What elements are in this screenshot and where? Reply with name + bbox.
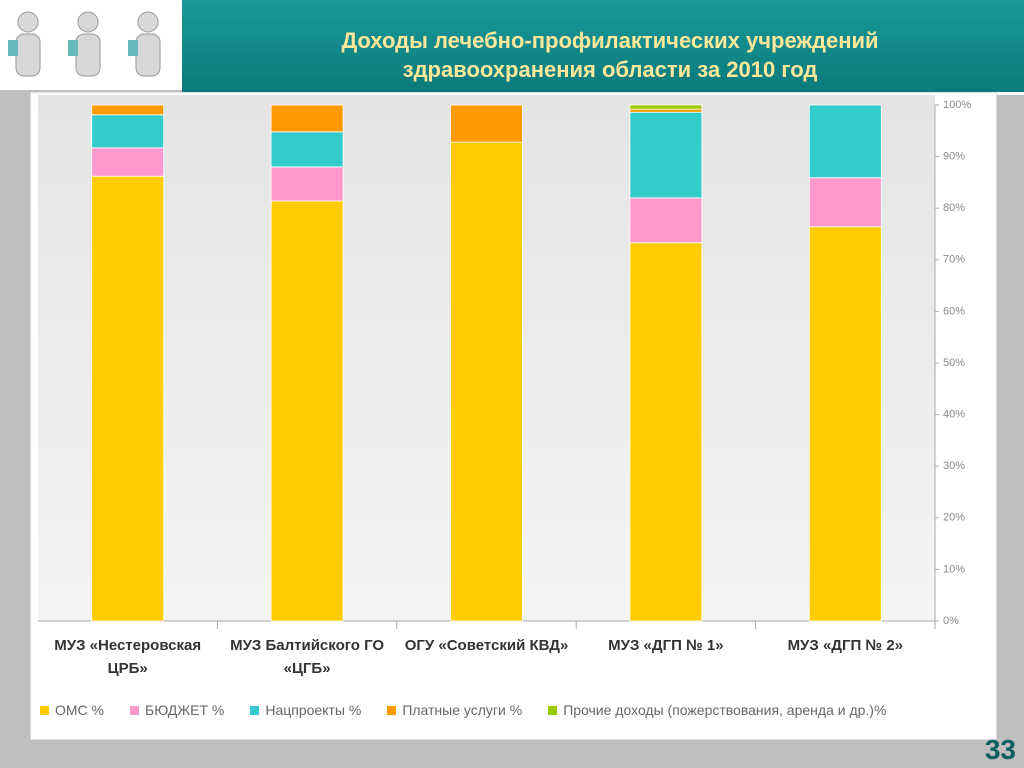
legend-item: Прочие доходы (пожерствования, аренда и … <box>548 702 886 718</box>
y-tick-label: 100% <box>943 99 971 111</box>
image-area <box>0 0 182 90</box>
legend-label: Платные услуги % <box>402 702 523 718</box>
y-tick-label: 10% <box>943 563 965 575</box>
bar-segment <box>270 131 344 168</box>
bar-segment <box>450 104 523 143</box>
bar-segment <box>808 226 882 622</box>
bar-segment <box>629 104 703 110</box>
y-tick-label: 0% <box>943 615 959 627</box>
legend-swatch <box>250 705 260 715</box>
bar-segment <box>808 177 882 228</box>
legend-item: Платные услуги % <box>387 702 522 718</box>
x-tick-label: МУЗ Балтийского ГО «ЦГБ» <box>230 637 385 677</box>
legend-item: Нацпроекты % <box>250 702 361 718</box>
bar-segment <box>270 200 344 622</box>
y-tick-label: 90% <box>943 151 965 163</box>
bar-segment <box>270 104 344 133</box>
y-tick-label: 50% <box>943 357 965 369</box>
y-tick-label: 70% <box>943 254 965 266</box>
x-tick-label: МУЗ «ДГП № 2» <box>787 637 904 654</box>
y-tick-label: 30% <box>943 460 965 472</box>
legend-item: БЮДЖЕТ % <box>130 702 224 718</box>
y-tick-label: 80% <box>943 202 965 214</box>
legend-swatch <box>40 705 49 715</box>
bar-segment <box>629 242 703 622</box>
legend-label: Прочие доходы (пожерствования, аренда и … <box>563 702 887 718</box>
legend-label: БЮДЖЕТ % <box>145 702 225 718</box>
x-tick-label: ОГУ «Советский КВД» <box>404 637 569 654</box>
legend-label: Нацпроекты % <box>265 702 362 718</box>
x-tick-label: МУЗ «ДГП № 1» <box>608 637 724 654</box>
legend-swatch <box>548 705 558 715</box>
slide-title: Доходы лечебно-профилактических учрежден… <box>341 28 879 82</box>
bar-segment <box>91 175 165 622</box>
bar-segment <box>808 104 882 179</box>
page-number: 33 <box>984 734 1016 765</box>
bar-segment <box>91 147 165 177</box>
legend-label: ОМС % <box>55 702 104 718</box>
bar-segment <box>450 141 523 622</box>
bar-segment <box>270 166 344 202</box>
y-tick-label: 20% <box>943 512 965 524</box>
bar-segment <box>629 108 703 113</box>
bar-segment <box>629 111 703 199</box>
bar-segment <box>629 197 703 244</box>
legend: ОМС % БЮДЖЕТ % Нацпроекты % Платные услуги … <box>40 692 990 728</box>
doctor-icons <box>8 11 161 77</box>
legend-item: ОМС % <box>40 702 104 718</box>
legend-swatch <box>130 705 139 715</box>
x-tick-label: МУЗ «Нестеровская ЦРБ» <box>54 637 202 677</box>
y-tick-label: 60% <box>943 305 965 317</box>
y-tick-label: 40% <box>943 409 965 421</box>
bar-segment <box>91 104 165 116</box>
legend-swatch <box>387 705 397 715</box>
bar-segment <box>91 114 165 149</box>
